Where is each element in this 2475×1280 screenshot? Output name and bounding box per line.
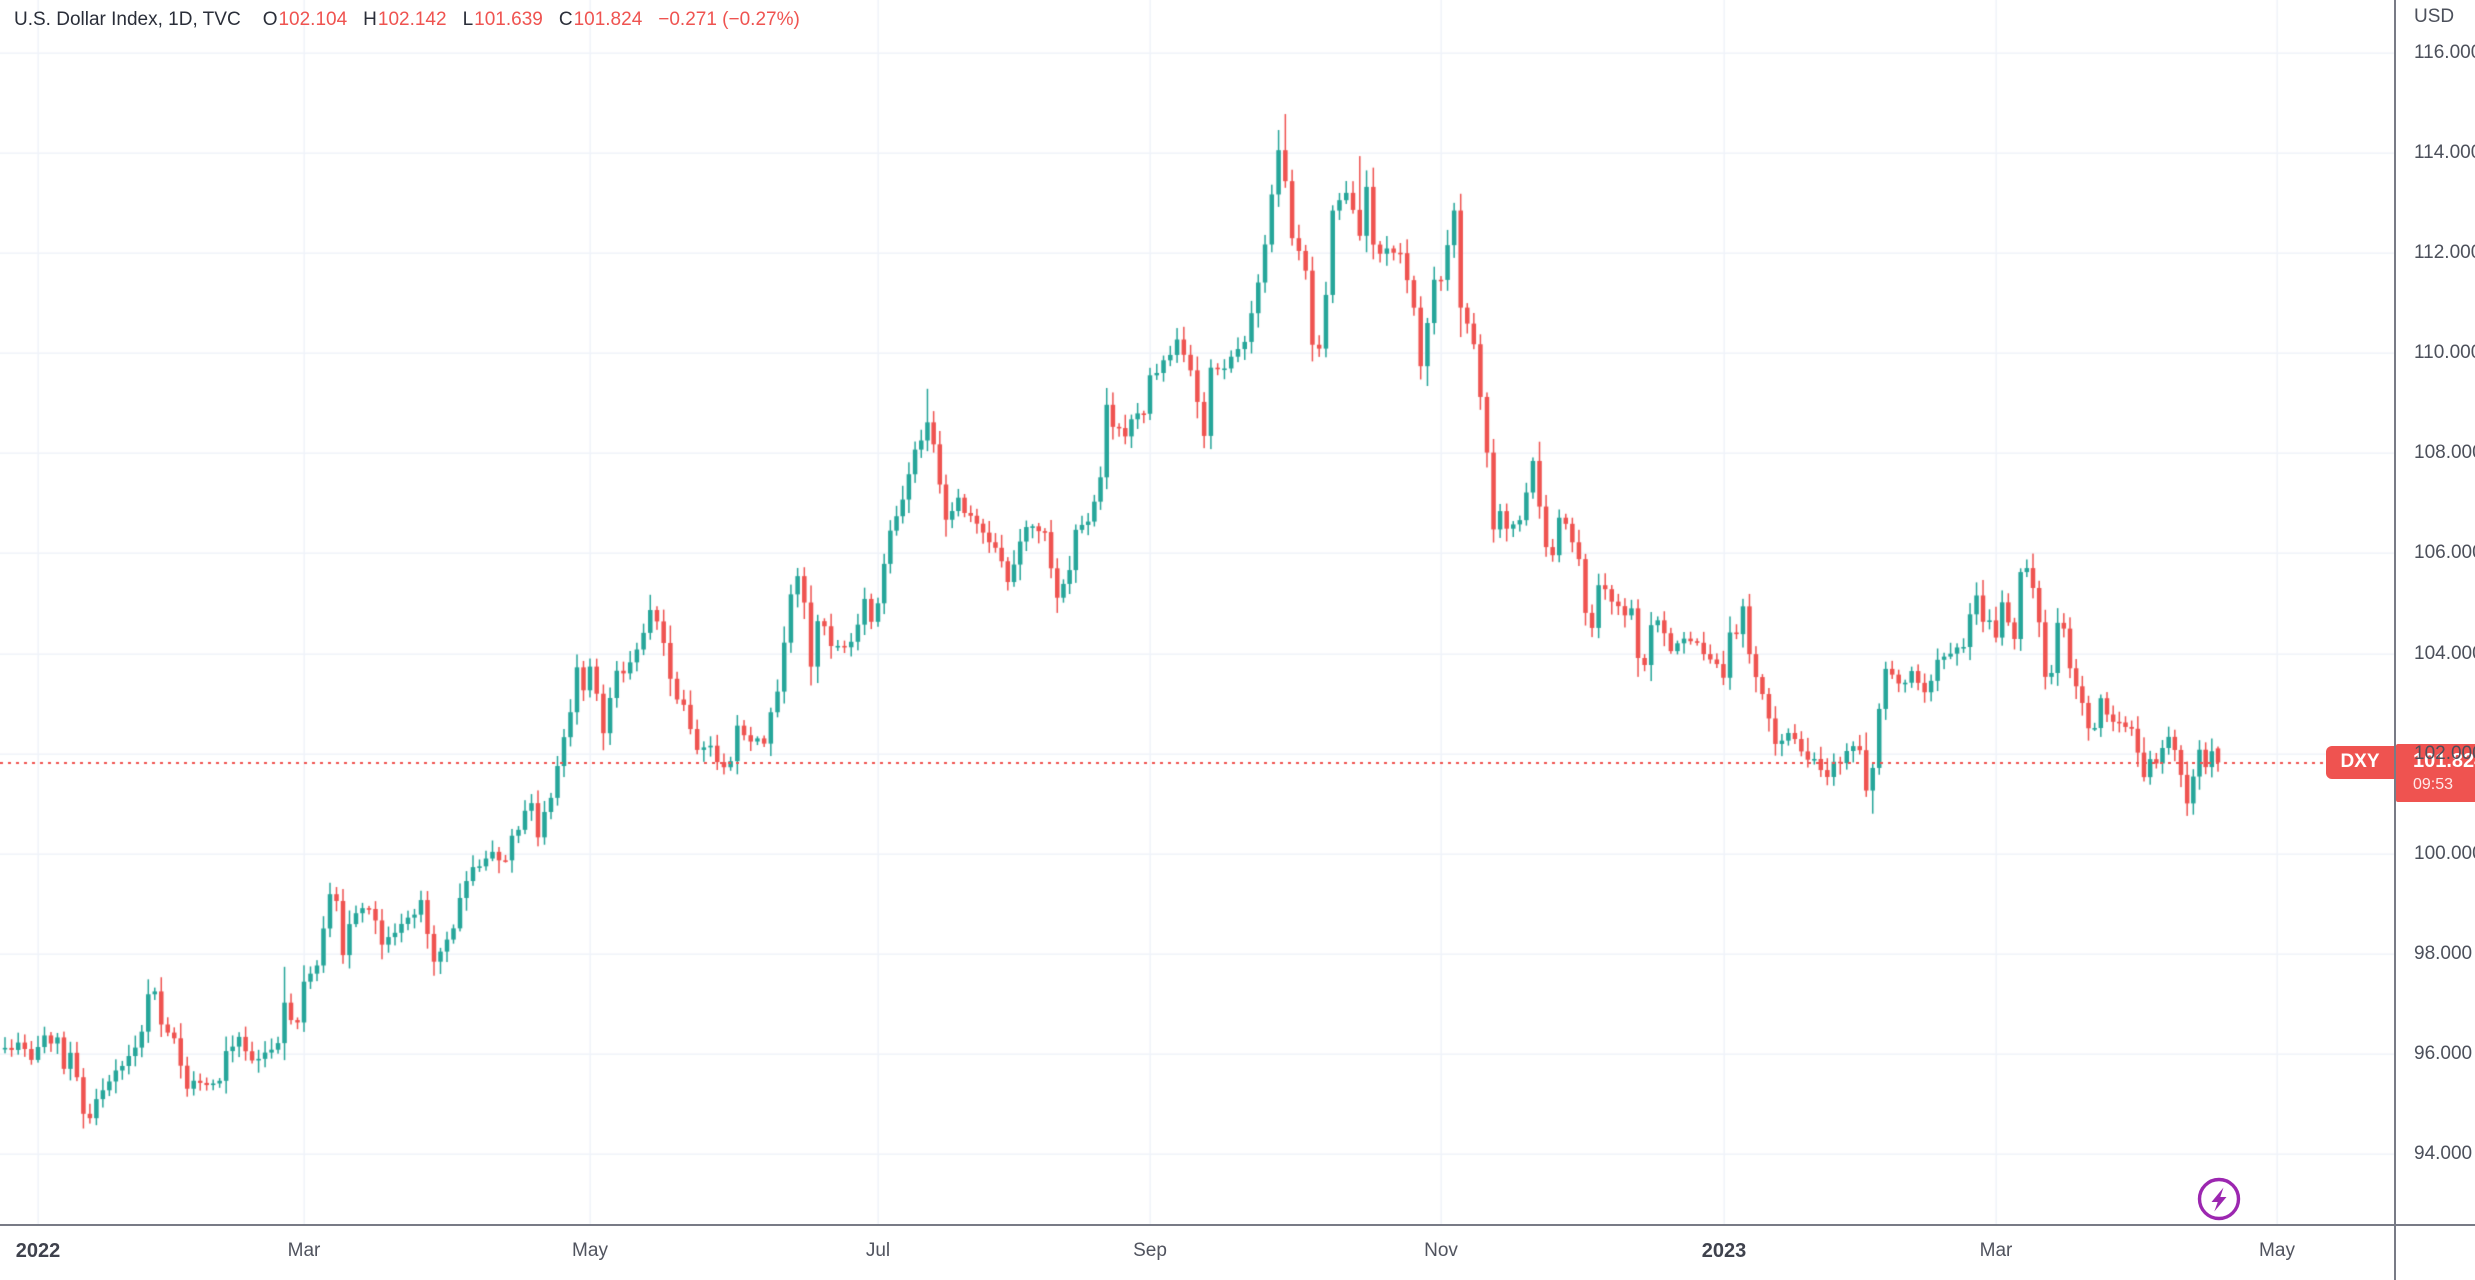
axis-unit-label: USD <box>2414 6 2455 27</box>
ohlc-low: L 101.639 <box>463 9 543 31</box>
time-tick-label: 2023 <box>1701 1240 1747 1262</box>
price-axis[interactable]: USD 101.824 09:53 94.000 96.000 98.000 100.… <box>2394 0 2475 1280</box>
ohlc-high-value: 102.142 <box>377 9 447 30</box>
lightning-button-circle <box>2197 1177 2241 1221</box>
price-tick-label: 110.000 <box>2414 342 2475 364</box>
time-tick-label: May <box>572 1240 608 1261</box>
price-tick-label: 106.000 <box>2414 542 2475 564</box>
time-tick-label: Sep <box>1133 1240 1167 1261</box>
time-tick-label: Mar <box>1979 1240 2013 1261</box>
ohlc-open-value: 102.104 <box>278 9 348 30</box>
ohlc-open: O 102.104 <box>263 9 347 31</box>
lightning-bolt-icon <box>2211 1187 2227 1212</box>
symbol-price-flag-text: DXY <box>2340 751 2380 773</box>
price-tick-label: 96.000 <box>2414 1042 2473 1064</box>
time-tick-label: Nov <box>1424 1240 1458 1261</box>
ohlc-high-label: H <box>363 9 377 30</box>
price-tick-label: 112.000 <box>2414 242 2475 264</box>
ohlc-open-label: O <box>262 9 278 30</box>
time-tick-label: 2022 <box>15 1240 61 1262</box>
price-tick-label: 94.000 <box>2414 1142 2473 1164</box>
bar-countdown: 09:53 <box>2413 776 2454 794</box>
change-value: −0.271 (−0.27%) <box>658 9 800 30</box>
time-tick-label: Jul <box>865 1240 891 1261</box>
lightning-button[interactable] <box>2196 1176 2242 1222</box>
ohlc-close: C 101.824 <box>559 9 642 31</box>
price-tick-label: 102.000 <box>2414 742 2475 764</box>
price-tick-label: 98.000 <box>2414 942 2473 964</box>
symbol-legend: U.S. Dollar Index, 1D, TVC O 102.104 H 102… <box>14 9 800 31</box>
symbol-title[interactable]: U.S. Dollar Index, 1D, TVC <box>14 9 241 30</box>
ohlc-low-value: 101.639 <box>474 9 543 30</box>
price-tick-label: 108.000 <box>2414 442 2475 464</box>
time-tick-label: Mar <box>287 1240 321 1261</box>
ohlc-low-label: L <box>462 9 474 30</box>
last-price-value: 101.824 <box>2413 750 2475 773</box>
price-tick-label: 100.000 <box>2414 842 2475 864</box>
last-price-label: 101.824 09:53 <box>2396 744 2475 803</box>
ohlc-close-label: C <box>558 9 573 30</box>
ohlc-high: H 102.142 <box>363 9 446 31</box>
ohlc-close-value: 101.824 <box>573 9 643 30</box>
price-tick-label: 114.000 <box>2414 142 2475 164</box>
time-tick-label: May <box>2259 1240 2295 1261</box>
price-tick-label: 104.000 <box>2414 642 2475 664</box>
price-tick-label: 116.000 <box>2414 42 2475 63</box>
time-axis[interactable]: 2022 Mar May Jul Sep Nov 2023 Mar May <box>0 1224 2475 1280</box>
symbol-price-flag: DXY <box>2326 745 2394 779</box>
